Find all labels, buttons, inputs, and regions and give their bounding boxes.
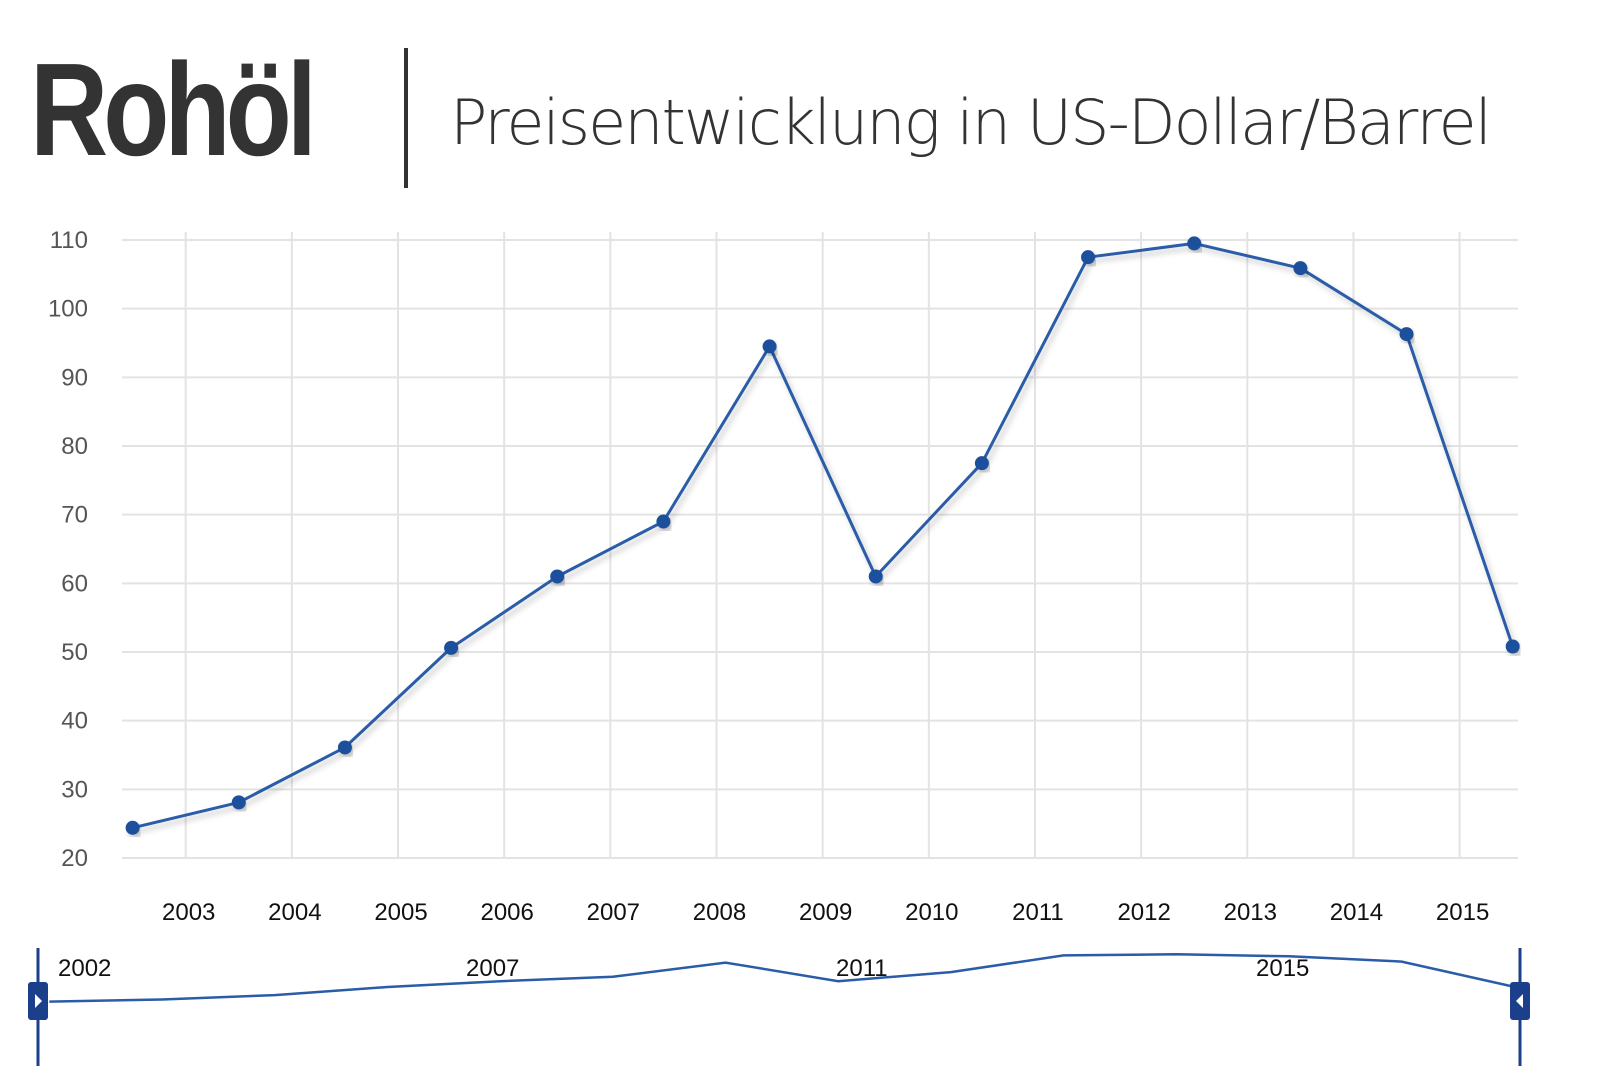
x-axis: 2003 2004 2005 2006 2007 2008 2009 2010 2011 2012… bbox=[162, 899, 1489, 926]
y-tick-label: 70 bbox=[61, 502, 88, 529]
data-point[interactable] bbox=[974, 456, 989, 471]
y-tick-label: 60 bbox=[61, 570, 88, 597]
series-line bbox=[132, 241, 1515, 830]
x-tick-label: 2010 bbox=[905, 899, 958, 926]
x-tick-label: 2003 bbox=[162, 899, 215, 926]
data-point[interactable] bbox=[868, 569, 883, 584]
navigator-label: 2002 bbox=[58, 955, 111, 982]
chart-title: Rohöl bbox=[30, 36, 317, 183]
data-point[interactable] bbox=[1399, 327, 1414, 342]
x-tick-label: 2007 bbox=[587, 899, 640, 926]
x-tick-label: 2009 bbox=[799, 899, 852, 926]
grid bbox=[122, 232, 1518, 859]
x-tick-label: 2005 bbox=[374, 899, 427, 926]
navigator-label: 2007 bbox=[466, 955, 519, 982]
navigator-label: 2015 bbox=[1256, 955, 1309, 982]
navigator-handle-grip-icon bbox=[35, 994, 42, 1008]
navigator-series-line bbox=[49, 953, 1515, 1003]
data-point[interactable] bbox=[1505, 639, 1520, 654]
data-point[interactable] bbox=[231, 795, 246, 810]
x-tick-label: 2006 bbox=[480, 899, 533, 926]
data-point[interactable] bbox=[1293, 261, 1308, 276]
range-navigator[interactable]: 2002 2007 2011 2015 bbox=[28, 948, 1530, 1066]
chart-subtitle: Preisentwicklung in US-Dollar/Barrel bbox=[450, 86, 1492, 159]
x-tick-label: 2012 bbox=[1117, 899, 1170, 926]
y-axis: 20 30 40 50 60 70 80 90 100 110 bbox=[48, 227, 88, 872]
y-tick-label: 30 bbox=[61, 776, 88, 803]
x-tick-label: 2013 bbox=[1224, 899, 1277, 926]
data-point[interactable] bbox=[656, 514, 671, 529]
y-tick-label: 100 bbox=[48, 296, 88, 323]
y-tick-label: 20 bbox=[61, 845, 88, 872]
data-point[interactable] bbox=[550, 569, 565, 584]
navigator-label: 2011 bbox=[836, 955, 888, 982]
y-tick-label: 110 bbox=[50, 227, 88, 254]
x-tick-label: 2004 bbox=[268, 899, 321, 926]
x-tick-label: 2014 bbox=[1330, 899, 1383, 926]
data-point[interactable] bbox=[444, 640, 459, 655]
x-tick-label: 2015 bbox=[1436, 899, 1489, 926]
navigator-handle-grip-icon bbox=[1516, 994, 1523, 1008]
x-tick-label: 2011 bbox=[1012, 899, 1064, 926]
title-divider bbox=[404, 48, 408, 188]
y-tick-label: 40 bbox=[61, 708, 88, 735]
data-point[interactable] bbox=[1187, 236, 1202, 251]
data-point[interactable] bbox=[1081, 250, 1096, 265]
y-tick-label: 90 bbox=[61, 364, 88, 391]
series-line-group bbox=[125, 236, 1520, 835]
data-point[interactable] bbox=[762, 339, 777, 354]
data-point[interactable] bbox=[125, 820, 140, 835]
x-tick-label: 2008 bbox=[693, 899, 746, 926]
y-tick-label: 80 bbox=[61, 433, 88, 460]
y-tick-label: 50 bbox=[61, 639, 88, 666]
data-point[interactable] bbox=[337, 740, 352, 755]
chart-header: Rohöl Preisentwicklung in US-Dollar/Barr… bbox=[30, 40, 1570, 190]
